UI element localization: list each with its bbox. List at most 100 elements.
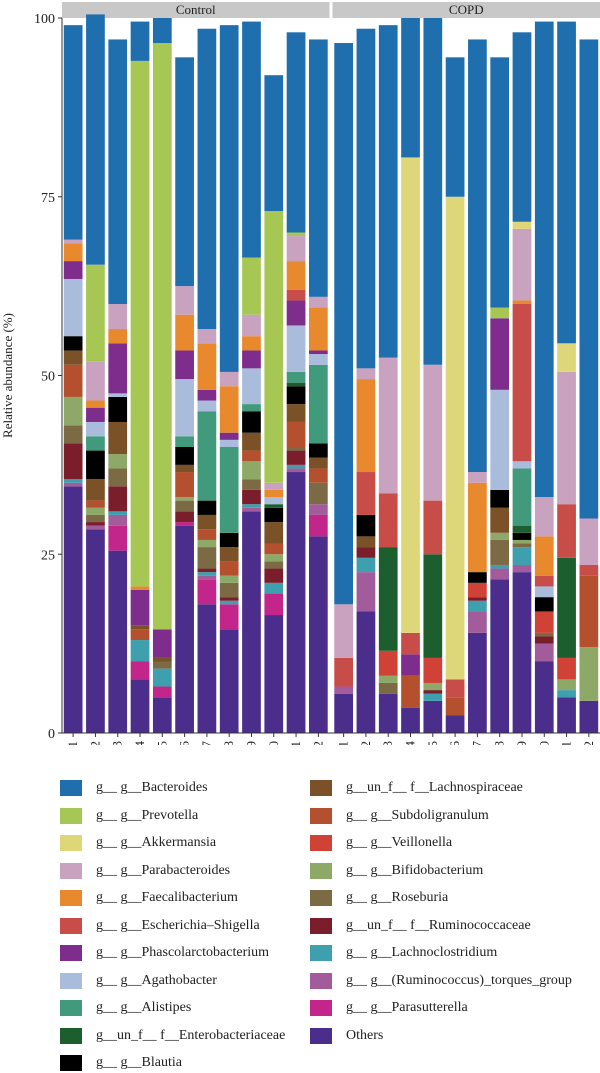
bar-segment xyxy=(356,28,376,369)
x-tick-label: B11 xyxy=(559,741,574,745)
bar-segment xyxy=(264,504,284,508)
bar-segment xyxy=(197,539,217,548)
legend-swatch xyxy=(310,972,332,989)
bar-segment xyxy=(108,511,128,515)
bar-segment xyxy=(219,604,239,630)
bar-segment xyxy=(242,257,261,315)
legend-item: g__ g__Alistipes xyxy=(60,998,191,1018)
bar-segment xyxy=(286,300,306,326)
x-tick-label: A1 xyxy=(65,741,80,745)
bar-segment xyxy=(242,336,261,351)
bar-segment xyxy=(286,450,306,465)
legend-item: g__ g__Phascolarctobacterium xyxy=(60,943,269,963)
x-tick-label: B9 xyxy=(514,741,529,745)
bar-segment xyxy=(197,575,217,580)
bar-segment xyxy=(152,697,172,733)
bar-segment xyxy=(130,640,150,662)
bar-segment xyxy=(63,443,83,480)
bar-segment xyxy=(356,514,376,537)
legend-label: g__un_f__ f__Enterobacteriaceae xyxy=(96,1027,286,1043)
bar-segment xyxy=(286,382,306,387)
x-tick-label: A7 xyxy=(199,741,214,745)
x-tick-label: B10 xyxy=(536,741,551,745)
bar-segment xyxy=(468,39,487,473)
bar-segment xyxy=(197,547,217,569)
bar-segment xyxy=(197,343,217,390)
bar-segment xyxy=(534,21,554,498)
bar-segment xyxy=(512,543,532,548)
bar-segment xyxy=(579,700,599,733)
bar-segment xyxy=(63,479,83,483)
bar-segment xyxy=(308,350,328,355)
bar-segment xyxy=(197,329,217,344)
bar-segment xyxy=(242,368,261,405)
bar-segment xyxy=(197,604,217,733)
legend-label: g__ g__Blautia xyxy=(96,1055,182,1070)
bar-segment xyxy=(63,261,83,279)
bar-segment xyxy=(490,389,510,490)
legend-swatch xyxy=(60,835,82,851)
bar-segment xyxy=(334,43,354,605)
legend-label: g__ g__Veillonella xyxy=(346,835,453,850)
legend-swatch xyxy=(310,890,332,906)
legend-swatch xyxy=(310,835,332,851)
bar-segment xyxy=(579,564,599,576)
bar-segment xyxy=(557,21,576,344)
facet-label-control: Control xyxy=(176,2,216,17)
bar-segment xyxy=(445,57,465,197)
bar-segment xyxy=(557,690,576,698)
bar-segment xyxy=(534,497,554,537)
y-tick-label: 100 xyxy=(34,12,55,27)
bar-segment xyxy=(557,371,576,505)
bar-segment xyxy=(175,522,194,526)
bar-segment xyxy=(108,393,128,397)
bar-segment xyxy=(264,554,284,562)
bar-segment xyxy=(468,632,487,733)
bar-segment xyxy=(308,504,328,515)
legend-label: g__ g__Escherichia–Shigella xyxy=(96,917,260,933)
bar-segment xyxy=(175,500,194,512)
legend-swatch xyxy=(60,917,82,934)
bar-segment xyxy=(63,243,83,262)
bar-segment xyxy=(490,507,510,533)
bar-segment xyxy=(468,572,487,583)
legend-label: g__ g__Phascolarctobacterium xyxy=(96,945,270,960)
legend-item: g__ g__Roseburia xyxy=(310,888,448,908)
bar-segment xyxy=(63,364,83,397)
legend-label: g__ g__Lachnoclostridium xyxy=(346,945,498,960)
bar-segment xyxy=(264,507,284,523)
x-tick-label: A9 xyxy=(243,741,258,745)
legend-label: g__un_f__ f__Ruminococcaceae xyxy=(346,917,531,933)
bar-segment xyxy=(175,57,194,287)
bar-segment xyxy=(308,39,328,297)
legend-swatch xyxy=(310,917,332,934)
bar-segment xyxy=(197,28,217,330)
bar-segment xyxy=(512,539,532,544)
bar-segment xyxy=(423,700,443,733)
bar-segment xyxy=(534,643,554,662)
bar-segment xyxy=(152,43,172,630)
bar-segment xyxy=(175,472,194,498)
bar-segment xyxy=(86,507,105,515)
bar-segment xyxy=(286,404,306,422)
bar-segment xyxy=(445,697,465,716)
x-tick-label: B3 xyxy=(380,741,395,745)
legend-item: g__ g__Parasutterella xyxy=(310,998,468,1018)
bar-segment xyxy=(286,447,306,451)
x-tick-label: B2 xyxy=(358,741,373,745)
legend-swatch xyxy=(310,780,332,796)
bar-segment xyxy=(490,57,510,308)
bar-segment xyxy=(242,461,261,480)
bar-segment xyxy=(378,547,398,651)
bar-segment xyxy=(468,472,487,483)
bar-segment xyxy=(152,668,172,687)
bar-segment xyxy=(175,379,194,437)
bar-segment xyxy=(152,657,172,662)
y-axis-title: Relative abundance (%) xyxy=(0,313,15,438)
bar-segment xyxy=(130,625,150,630)
bar-segment xyxy=(175,497,194,501)
legend-swatch xyxy=(310,862,332,879)
bar-segment xyxy=(286,421,306,447)
bar-segment xyxy=(423,682,443,691)
bar-segment xyxy=(63,350,83,365)
